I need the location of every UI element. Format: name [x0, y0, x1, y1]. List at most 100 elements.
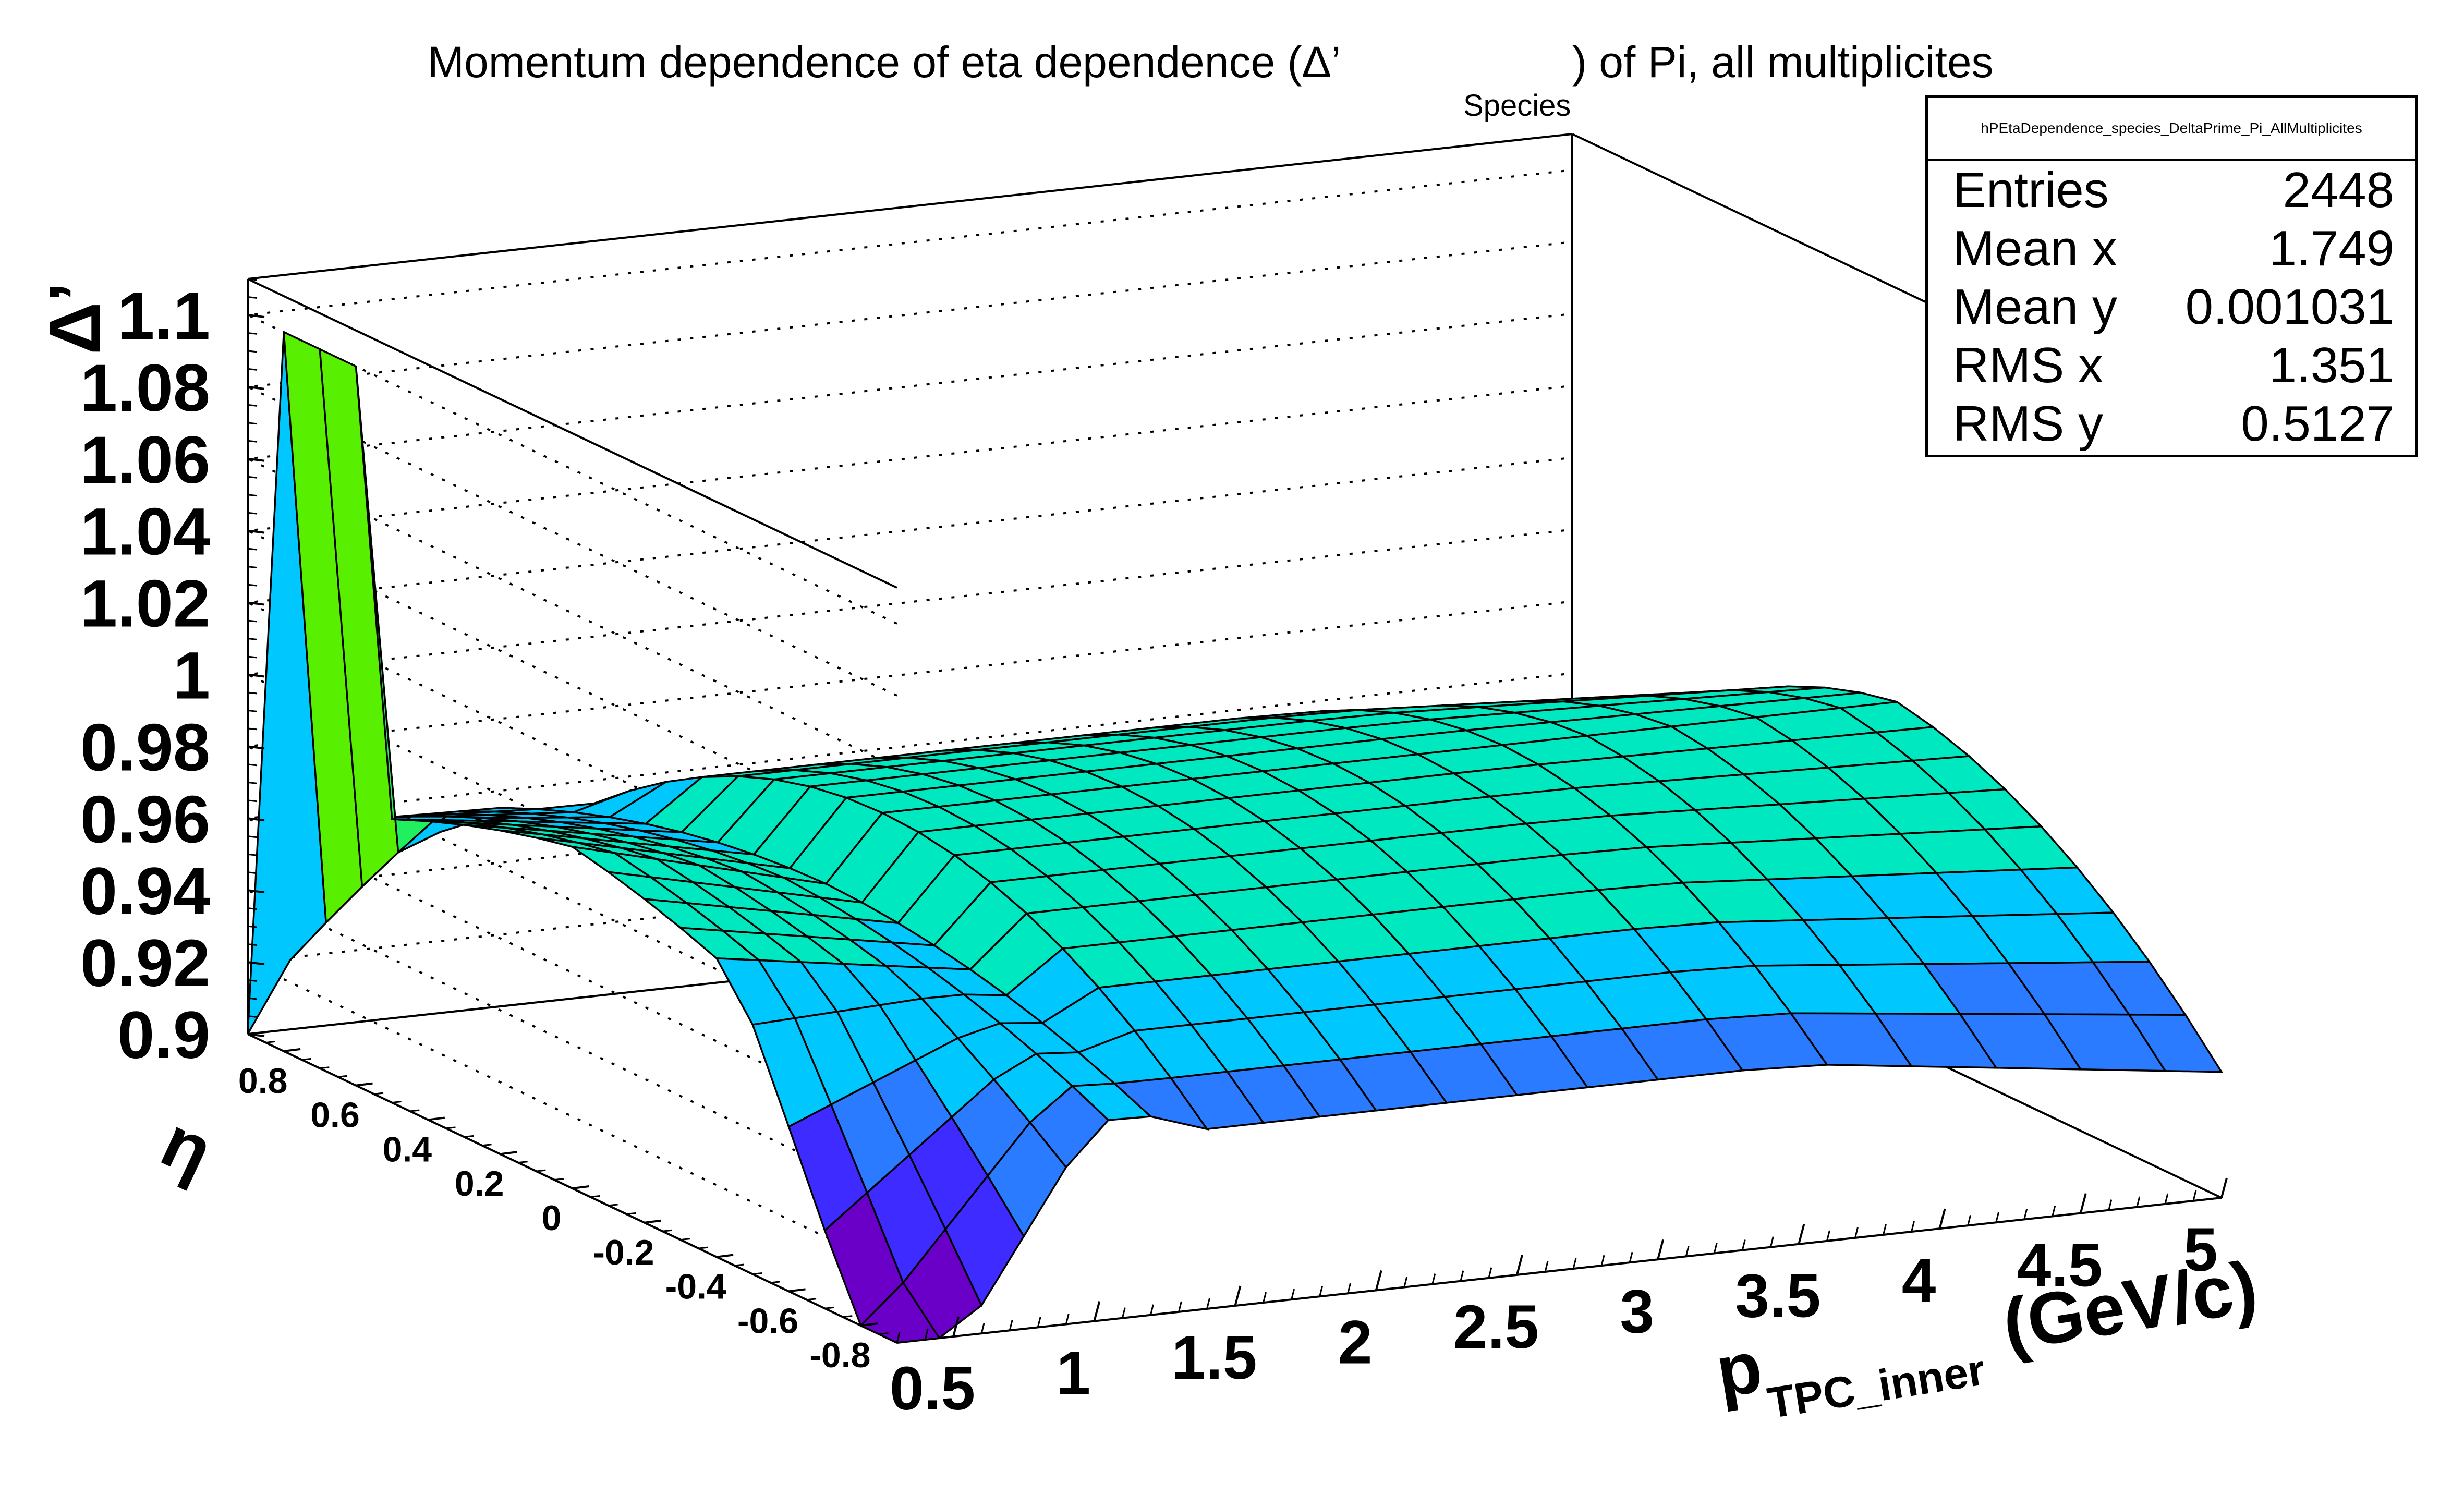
z-tick-label: 1.1: [117, 279, 210, 354]
z-minor-tick: [247, 943, 258, 946]
y-minor-tick: [806, 1298, 817, 1301]
x-minor-tick: [1657, 1248, 1661, 1260]
y-minor-tick: [337, 1075, 348, 1078]
y-minor-tick: [518, 1161, 528, 1164]
z-minor-tick: [247, 619, 258, 623]
x-minor-tick: [1234, 1295, 1239, 1306]
z-gridline: [244, 240, 1573, 697]
x-minor-tick: [2220, 1187, 2225, 1198]
x-minor-tick: [1854, 1227, 1859, 1238]
y-axis-label: η: [150, 1100, 225, 1193]
stats-value: 0.5127: [2241, 396, 2394, 452]
z-tick-label: 0.94: [80, 854, 210, 929]
x-minor-tick: [2052, 1206, 2056, 1217]
y-minor-tick: [536, 1169, 546, 1172]
x-minor-tick: [2136, 1196, 2141, 1208]
y-minor-tick: [752, 1272, 762, 1275]
stats-value: 2448: [2283, 162, 2394, 218]
y-minor-tick: [680, 1238, 690, 1241]
y-tick-label: 0: [542, 1198, 562, 1238]
x-minor-tick: [2164, 1193, 2169, 1205]
z-minor-tick: [247, 835, 258, 838]
z-gridline: [244, 816, 1573, 1272]
x-minor-tick: [1939, 1218, 1944, 1229]
z-minor-tick: [247, 566, 258, 569]
y-minor-tick: [446, 1126, 456, 1129]
z-minor-tick: [247, 907, 258, 910]
y-tick-label: 0.2: [455, 1164, 504, 1204]
frame-edge: [896, 1197, 2222, 1344]
x-tick-label: 3: [1620, 1277, 1654, 1346]
z-gridline: [244, 312, 1573, 769]
x-tick-label: 0.5: [890, 1354, 975, 1423]
y-tick-label: -0.4: [665, 1267, 726, 1307]
z-tick-label: 0.98: [80, 710, 210, 785]
stats-row-entries: Entries 2448: [1928, 161, 2415, 220]
chart-title-suffix: ) of Pi, all multiplicites: [1572, 38, 1994, 87]
y-minor-tick: [284, 1049, 294, 1052]
frame-edge: [247, 133, 1573, 280]
z-tick-label: 1.04: [80, 495, 210, 569]
z-minor-tick: [247, 1015, 258, 1018]
y-minor-tick: [608, 1204, 618, 1207]
z-minor-tick: [247, 745, 258, 748]
z-tick-label: 1.02: [80, 567, 210, 641]
y-minor-tick: [717, 1255, 726, 1258]
x-minor-tick: [1488, 1267, 1492, 1279]
y-minor-tick: [590, 1195, 600, 1198]
z-minor-tick: [247, 350, 258, 353]
x-minor-tick: [1206, 1298, 1210, 1309]
y-minor-tick: [373, 1092, 384, 1095]
y-tick-label: -0.6: [737, 1301, 798, 1341]
x-minor-tick: [1516, 1264, 1521, 1275]
y-minor-tick: [265, 1040, 275, 1043]
y-tick-label: 0.6: [310, 1096, 360, 1135]
z-minor-tick: [247, 368, 258, 371]
z-minor-tick: [247, 709, 258, 712]
y-minor-tick: [356, 1084, 366, 1087]
z-minor-tick: [247, 512, 258, 515]
z-minor-tick: [247, 817, 258, 820]
stats-row-mean-x: Mean x 1.749: [1928, 220, 2415, 278]
x-axis-label: p: [1710, 1325, 1767, 1413]
z-minor-tick: [247, 799, 258, 803]
x-minor-tick: [1741, 1239, 1746, 1250]
y-tick-label: 0.8: [238, 1061, 288, 1101]
z-minor-tick: [247, 422, 258, 425]
z-minor-tick: [247, 404, 258, 407]
x-minor-tick: [1460, 1270, 1464, 1282]
stats-histogram-name: hPEtaDependence_species_DeltaPrime_Pi_Al…: [1928, 98, 2415, 161]
z-minor-tick: [247, 781, 258, 784]
stats-value: 1.351: [2268, 337, 2394, 393]
x-tick-label: 1: [1056, 1339, 1090, 1408]
y-minor-tick: [860, 1323, 870, 1327]
z-minor-tick: [247, 889, 258, 892]
z-minor-tick: [247, 763, 258, 767]
frame-edge: [897, 443, 2222, 588]
y-tick-label: -0.8: [809, 1335, 870, 1375]
z-minor-tick: [247, 925, 258, 928]
x-tick-label: 5: [2183, 1216, 2218, 1284]
y-minor-tick: [788, 1289, 798, 1292]
y-minor-tick: [843, 1315, 853, 1318]
z-minor-tick: [247, 476, 258, 479]
z-minor-tick: [247, 386, 258, 389]
x-minor-tick: [1178, 1301, 1182, 1312]
x-minor-tick: [1319, 1285, 1324, 1297]
x-minor-tick: [1769, 1236, 1774, 1248]
y-tick-label: -0.2: [593, 1233, 654, 1272]
z-minor-tick: [247, 638, 258, 641]
z-minor-tick: [247, 997, 258, 1000]
x-minor-tick: [1911, 1221, 1915, 1232]
y-minor-tick: [662, 1229, 672, 1232]
z-gridline: [244, 169, 1573, 625]
z-tick-label: 1.08: [80, 351, 210, 426]
z-tick-label: 1: [173, 638, 210, 713]
z-minor-tick: [247, 278, 258, 281]
y-minor-tick: [698, 1246, 708, 1249]
y-minor-tick: [428, 1117, 438, 1121]
z-minor-tick: [247, 314, 258, 317]
z-minor-tick: [247, 871, 258, 874]
stats-label: RMS x: [1953, 337, 2103, 393]
